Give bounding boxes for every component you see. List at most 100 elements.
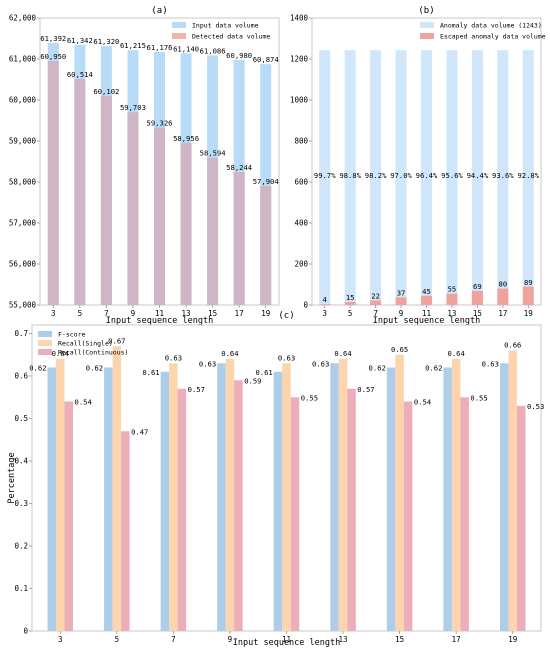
x-tick-label: 3 [322,309,327,318]
y-tick-label: 1000 [290,96,309,105]
data-label-detected: 60,514 [67,70,93,79]
y-tick-label: 0.2 [14,542,28,551]
panel-title: (a) [151,6,167,16]
data-label-input: 61,215 [120,41,146,50]
legend-label: Escaped anomaly data volume [440,33,546,41]
data-label: 0.62 [29,364,46,373]
data-label-escaped: 37 [397,288,406,297]
x-tick-label: 3 [51,309,56,318]
y-tick-label: 400 [294,219,308,228]
data-label-escaped: 45 [422,287,431,296]
bar-recall-single [451,359,461,631]
bar-escaped [370,300,382,305]
panel-title: (b) [418,6,434,16]
x-tick-label: 15 [395,635,404,644]
data-label: 0.64 [334,349,351,358]
data-label: 0.63 [278,353,295,362]
x-axis-label: Input sequence length [373,316,480,326]
bar-anomaly [522,50,534,306]
data-label: 0.61 [255,368,272,377]
x-tick-label: 13 [182,309,191,318]
y-tick-label: 0.1 [14,584,28,593]
legend-swatch [38,340,52,346]
data-label-detected: 58,594 [200,149,226,158]
x-tick-label: 5 [348,309,353,318]
data-label-percent: 97.0% [390,171,412,180]
bar-fscore [330,363,339,631]
bar-recall-continuous [347,388,356,631]
x-tick-label: 17 [498,309,507,318]
x-tick-label: 9 [131,309,136,318]
data-label: 0.55 [470,393,487,402]
bar-detected [127,112,139,305]
bar-recall-single [395,354,404,631]
x-tick-label: 7 [171,635,176,644]
bar-recall-single [282,363,291,631]
y-tick-label: 59,000 [9,137,37,146]
data-label: 0.57 [188,385,205,394]
y-tick-label: 0.4 [14,457,28,466]
bar-recall-single [112,346,122,631]
bar-anomaly [319,50,331,306]
legend-swatch [172,22,186,28]
data-label: 0.63 [165,353,182,362]
bar-input [260,64,272,305]
bar-detected [74,78,86,306]
bar-fscore [443,367,452,631]
bar-escaped [522,286,534,305]
x-tick-label: 11 [282,635,291,644]
bar-recall-single [56,359,65,631]
data-label: 0.64 [52,349,69,358]
data-label-detected: 57,904 [253,177,279,186]
bar-recall-single [169,363,178,631]
data-label-detected: 60,102 [93,87,119,96]
bar-fscore [217,363,226,631]
bar-anomaly [395,50,407,306]
bar-recall-continuous [516,405,526,631]
data-label: 0.62 [369,364,386,373]
bar-detected [100,95,112,306]
data-label-escaped: 55 [448,285,457,294]
data-label-percent: 92.8% [517,171,539,180]
data-label: 0.63 [482,359,499,368]
legend-label: Recall(Single) [58,340,113,348]
legend-swatch [420,22,434,28]
y-tick-label: 55,000 [9,301,37,310]
x-tick-label: 11 [422,309,431,318]
bar-detected [180,142,192,305]
data-label-input: 61,086 [200,46,226,55]
x-tick-label: 7 [373,309,378,318]
bar-anomaly [497,50,509,306]
data-label: 0.55 [301,393,318,402]
data-label-percent: 98.8% [339,171,361,180]
data-label-escaped: 80 [499,280,508,289]
bar-anomaly [370,50,382,306]
data-label: 0.66 [504,341,521,350]
bar-anomaly [471,50,483,306]
bar-fscore [160,371,170,631]
bar-fscore [499,363,509,631]
data-label: 0.63 [312,359,329,368]
y-axis-label: Percentage [7,452,17,503]
y-tick-label: 800 [294,137,308,146]
legend-label: Input data volume [192,22,259,30]
data-label-detected: 59,703 [120,103,146,112]
bar-recall-single [508,350,517,631]
bar-fscore [104,367,113,631]
y-tick-label: 56,000 [9,260,37,269]
x-tick-label: 11 [155,309,164,318]
y-tick-label: 0 [303,301,308,310]
bar-escaped [446,293,458,305]
bar-detected [233,171,245,305]
data-label: 0.59 [244,376,261,385]
bar-escaped [471,290,483,305]
y-tick-label: 57,000 [9,219,37,228]
bar-escaped [395,297,407,305]
bar-escaped [344,301,356,305]
data-label: 0.57 [357,385,374,394]
bar-detected [47,61,59,305]
bar-escaped [421,295,432,305]
y-tick-label: 62,000 [9,14,37,23]
data-label-detected: 58,244 [226,163,252,172]
